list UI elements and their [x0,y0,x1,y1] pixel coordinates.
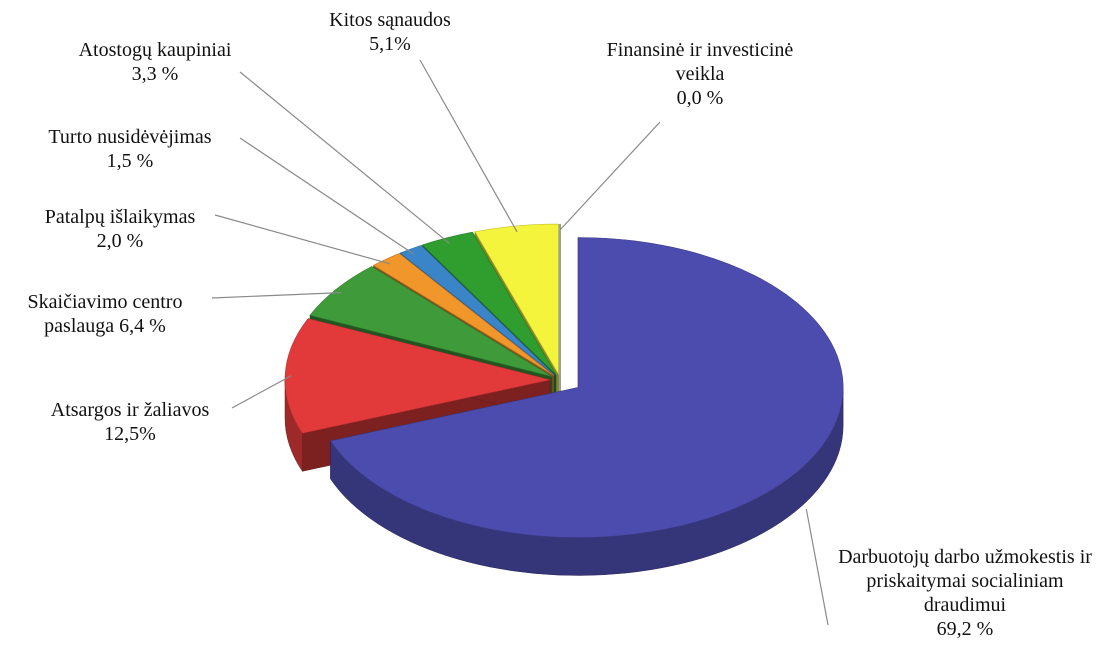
slice-label: Kitos sąnaudos 5,1% [300,8,480,56]
leader-line [239,137,415,255]
value-label: 5,1% [369,33,411,55]
leader-line [231,375,292,409]
value-label: 69,2 % [936,618,994,640]
leader-line [419,59,518,233]
slice [284,318,551,434]
slice [372,253,554,376]
slice-tops [284,223,844,538]
slice-label: Atsargos ir žaliavos 12,5% [20,398,240,446]
slice-label: Darbuotojų darbo užmokestis ir priskaity… [830,545,1098,641]
slice [474,223,559,376]
slice-label: Skaičiavimo centro paslauga 6,4 % [0,290,210,338]
category-name: Finansinė ir investicinė veikla [606,39,794,85]
slice-label: Atostogų kaupiniai 3,3 % [40,38,270,86]
category-name: Patalpų išlaikymas [44,206,196,228]
leader-line [559,121,661,231]
slice [399,245,555,376]
value-label: 3,3 % [131,63,179,85]
category-name: Atsargos ir žaliavos [50,399,210,421]
value-label: 1,5 % [106,150,154,172]
category-name: Kitos sąnaudos [329,9,451,31]
category-name: Atostogų kaupiniai [78,39,232,61]
slice-label: Patalpų išlaikymas 2,0 % [20,205,220,253]
category-name: Turto nusidėvėjimas [48,126,212,148]
slice [330,237,844,538]
category-name: Darbuotojų darbo užmokestis ir priskaity… [838,546,1092,616]
slice-label: Finansinė ir investicinė veikla 0,0 % [580,38,820,110]
leader-line [805,509,829,626]
leader-line [239,71,450,244]
value-label: 0,0 % [676,87,724,109]
slice [309,266,553,377]
slice [421,231,557,375]
value-label: 6,4 % [119,315,166,337]
category-name: Skaičiavimo centro paslauga [27,291,183,337]
slice-label: Turto nusidėvėjimas 1,5 % [20,125,240,173]
leader-line [211,291,342,299]
leader-line [214,214,391,265]
leader-lines [211,59,829,626]
value-label: 2,0 % [96,230,144,252]
value-label: 12,5% [104,423,156,445]
